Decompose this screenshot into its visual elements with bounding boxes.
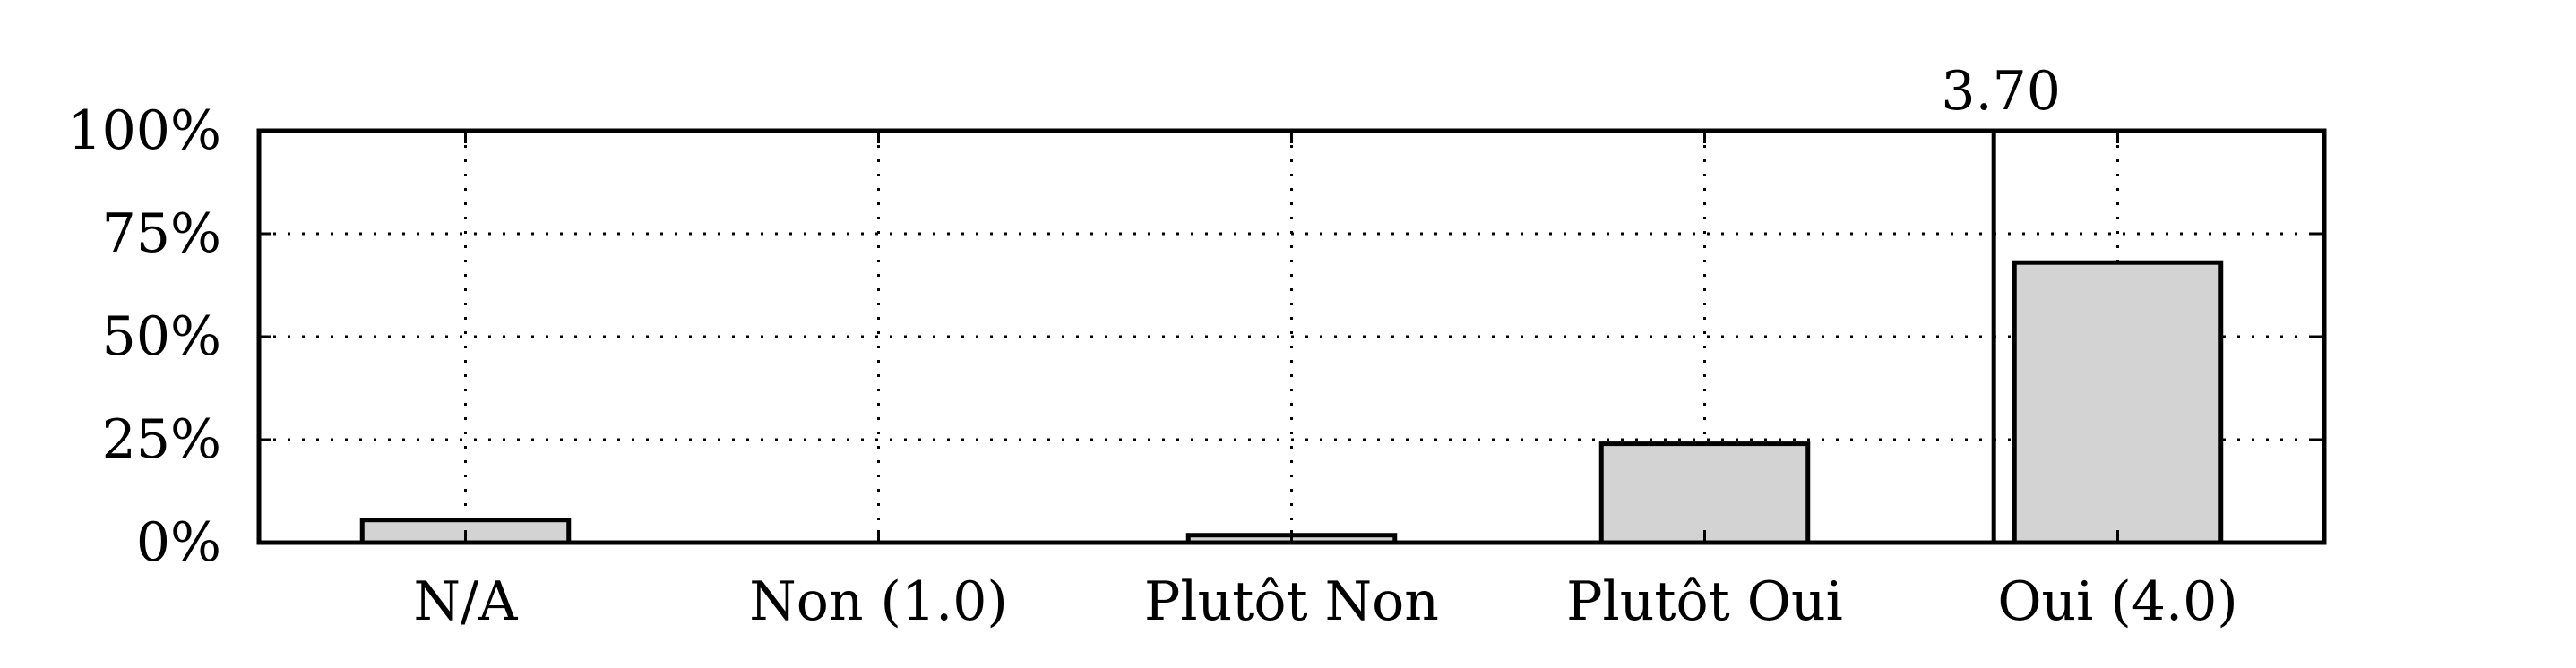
x-axis: N/A Non (1.0) Plutôt Non Plutôt Oui Oui (4.0…: [413, 131, 2238, 633]
mean-marker-label: 3.70: [1941, 60, 2061, 123]
grid-layer: [259, 131, 2324, 543]
y-tick-label: 25%: [102, 408, 221, 471]
x-tick-label: Plutôt Non: [1144, 570, 1439, 633]
x-tick-label: Plutôt Oui: [1566, 570, 1843, 633]
marker-layer: 3.70: [1941, 60, 2061, 543]
x-tick-label: N/A: [413, 570, 518, 633]
y-tick-label: 50%: [102, 305, 221, 368]
x-tick-label: Non (1.0): [749, 570, 1008, 633]
x-tick-label: Oui (4.0): [1997, 570, 2237, 633]
y-tick-label: 0%: [136, 511, 221, 574]
bar: [1598, 441, 1811, 545]
y-tick-label: 75%: [102, 202, 221, 265]
y-axis: 0% 25% 50% 75% 100%: [67, 99, 2324, 574]
bar: [2012, 260, 2224, 545]
y-tick-label: 100%: [67, 99, 221, 162]
